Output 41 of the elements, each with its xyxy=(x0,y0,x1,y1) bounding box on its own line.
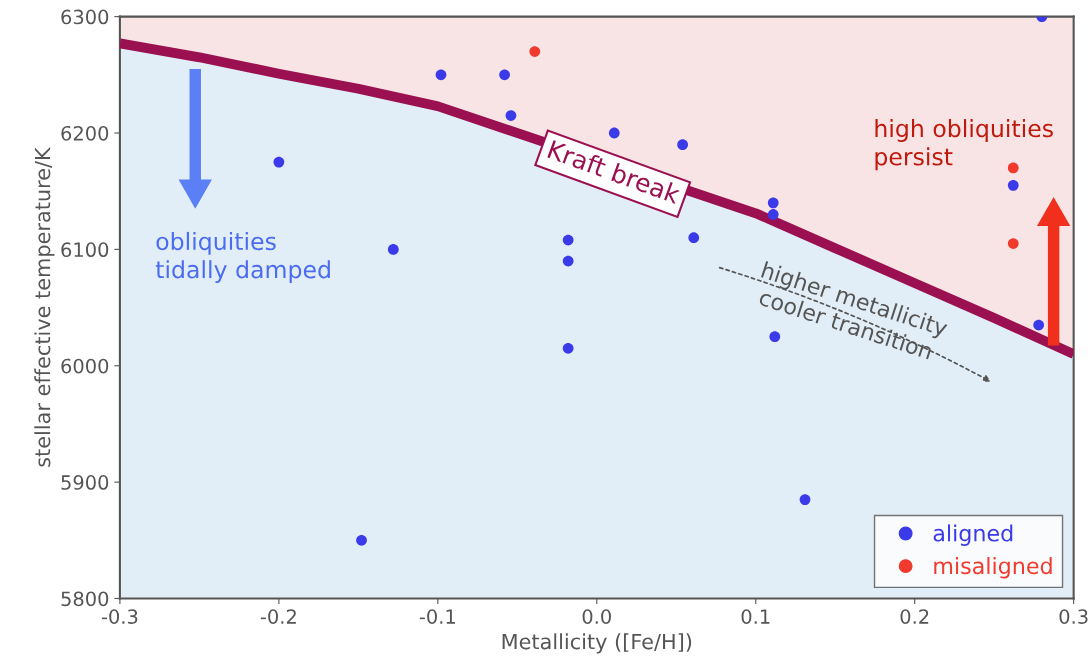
point xyxy=(435,69,447,81)
x-tick-label: 0.1 xyxy=(741,609,770,624)
point xyxy=(767,197,779,209)
y-tick-label: 5900 xyxy=(61,475,109,490)
point xyxy=(562,255,574,267)
x-tick-label: 0.2 xyxy=(900,609,929,624)
point xyxy=(767,209,779,220)
x-tick-label: -0.1 xyxy=(419,609,455,624)
x-axis-title: Metallicity ([Fe/H]) xyxy=(502,633,692,654)
point xyxy=(356,534,367,546)
point xyxy=(1007,162,1019,174)
annotation: high obliquities persist xyxy=(875,119,1053,171)
point xyxy=(1033,319,1045,331)
point xyxy=(1007,238,1019,249)
y-tick-label: 6300 xyxy=(61,9,109,25)
point xyxy=(1007,179,1019,191)
point xyxy=(562,234,574,246)
point xyxy=(799,494,811,505)
y-tick-label: 5800 xyxy=(61,591,109,607)
point xyxy=(769,331,781,343)
point xyxy=(273,156,285,168)
point xyxy=(505,110,517,121)
y-tick-label: 6000 xyxy=(61,358,109,374)
point xyxy=(688,232,700,244)
legend-label: aligned xyxy=(933,524,1013,546)
point xyxy=(499,69,510,81)
legend-label: misaligned xyxy=(934,556,1052,579)
x-tick-label: 0.0 xyxy=(582,609,611,624)
point xyxy=(562,342,574,354)
point xyxy=(677,139,688,151)
x-tick-label: -0.3 xyxy=(101,609,138,624)
y-tick-label: 6200 xyxy=(61,125,109,141)
point xyxy=(387,244,399,255)
point xyxy=(529,46,541,57)
x-tick-label: -0.2 xyxy=(260,609,296,624)
y-axis-title: stellar effective temperature/K xyxy=(34,146,55,467)
point xyxy=(608,127,620,139)
x-tick-label: 0.3 xyxy=(1059,609,1088,624)
annotation: Kraft break xyxy=(547,139,682,205)
y-tick-label: 6100 xyxy=(61,242,109,258)
annotation: obliquities tidally damped xyxy=(155,231,330,283)
